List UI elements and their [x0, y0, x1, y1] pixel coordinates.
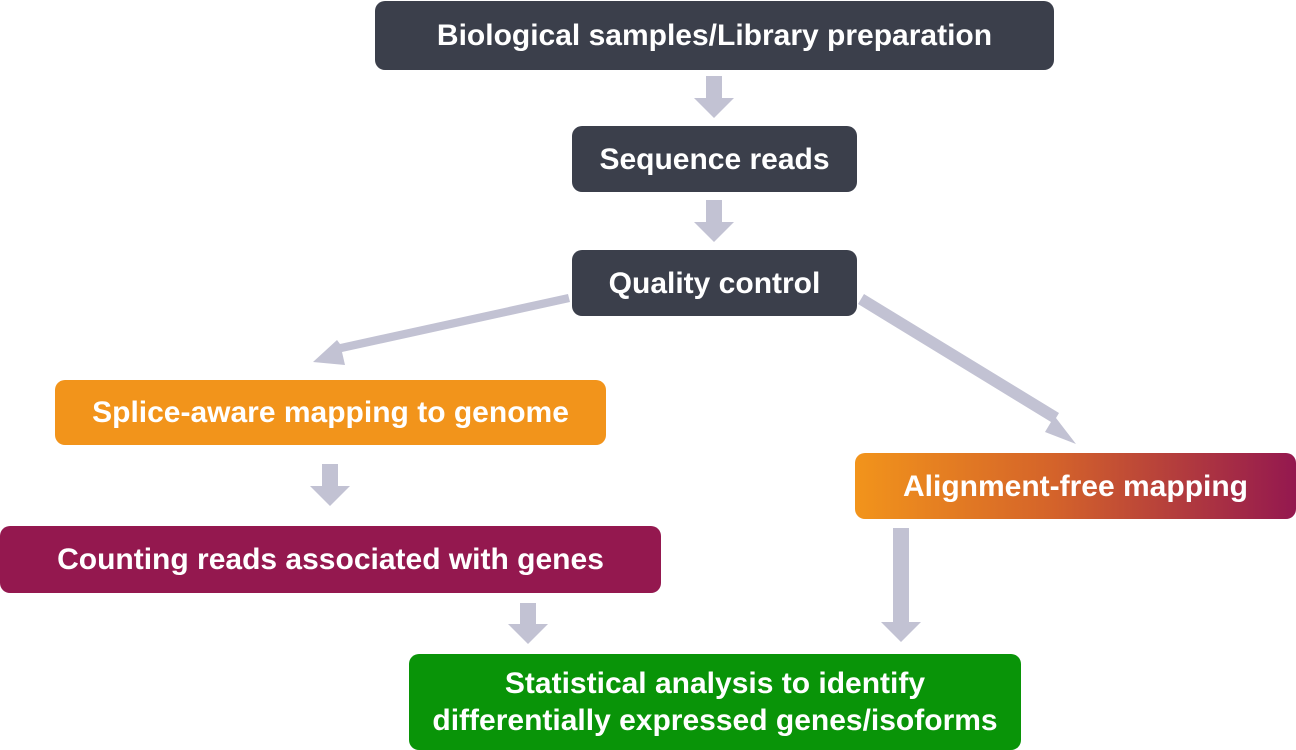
splice-aware-label: Splice-aware mapping to genome [92, 396, 569, 429]
counting-label: Counting reads associated with genes [57, 543, 604, 576]
statistical-analysis-label-line2: differentially expressed genes/isoforms [432, 704, 998, 737]
arrow-sequence-to-quality [694, 200, 734, 242]
sequence-reads-box: Sequence reads [572, 126, 857, 192]
arrow-quality-to-splice [313, 294, 570, 365]
statistical-analysis-label-line1: Statistical analysis to identify [504, 667, 926, 700]
quality-control-box: Quality control [572, 250, 857, 316]
splice-aware-box: Splice-aware mapping to genome [55, 380, 606, 445]
arrow-alignmentfree-to-statistical [881, 528, 921, 642]
library-prep-label: Biological samples/Library preparation [436, 19, 993, 52]
arrow-counting-to-statistical [508, 603, 548, 644]
library-prep-box: Biological samples/Library preparation [375, 1, 1054, 70]
alignment-free-label: Alignment-free mapping [902, 469, 1248, 503]
statistical-analysis-box: Statistical analysis to identify differe… [409, 654, 1021, 750]
arrow-quality-to-alignmentfree [858, 294, 1076, 444]
arrow-library-to-sequence [694, 76, 734, 118]
alignment-free-box: Alignment-free mapping [855, 453, 1296, 519]
counting-box: Counting reads associated with genes [0, 526, 661, 593]
arrow-splice-to-counting [310, 464, 350, 506]
quality-control-label: Quality control [608, 266, 821, 300]
sequence-reads-label: Sequence reads [599, 142, 830, 176]
